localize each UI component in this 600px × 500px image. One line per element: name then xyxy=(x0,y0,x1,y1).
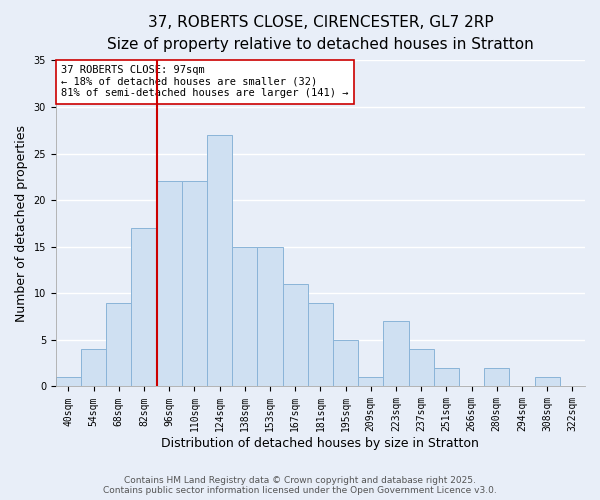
Bar xyxy=(157,182,182,386)
Bar xyxy=(81,349,106,387)
Bar xyxy=(409,349,434,387)
Bar xyxy=(434,368,459,386)
X-axis label: Distribution of detached houses by size in Stratton: Distribution of detached houses by size … xyxy=(161,437,479,450)
Title: 37, ROBERTS CLOSE, CIRENCESTER, GL7 2RP
Size of property relative to detached ho: 37, ROBERTS CLOSE, CIRENCESTER, GL7 2RP … xyxy=(107,15,534,52)
Bar xyxy=(56,377,81,386)
Bar xyxy=(131,228,157,386)
Bar xyxy=(383,321,409,386)
Bar xyxy=(535,377,560,386)
Bar xyxy=(182,182,207,386)
Bar xyxy=(106,302,131,386)
Text: Contains HM Land Registry data © Crown copyright and database right 2025.
Contai: Contains HM Land Registry data © Crown c… xyxy=(103,476,497,495)
Bar xyxy=(283,284,308,386)
Bar xyxy=(358,377,383,386)
Bar xyxy=(484,368,509,386)
Bar xyxy=(207,135,232,386)
Bar xyxy=(333,340,358,386)
Text: 37 ROBERTS CLOSE: 97sqm
← 18% of detached houses are smaller (32)
81% of semi-de: 37 ROBERTS CLOSE: 97sqm ← 18% of detache… xyxy=(61,65,349,98)
Bar xyxy=(308,302,333,386)
Y-axis label: Number of detached properties: Number of detached properties xyxy=(15,125,28,322)
Bar xyxy=(257,246,283,386)
Bar xyxy=(232,246,257,386)
